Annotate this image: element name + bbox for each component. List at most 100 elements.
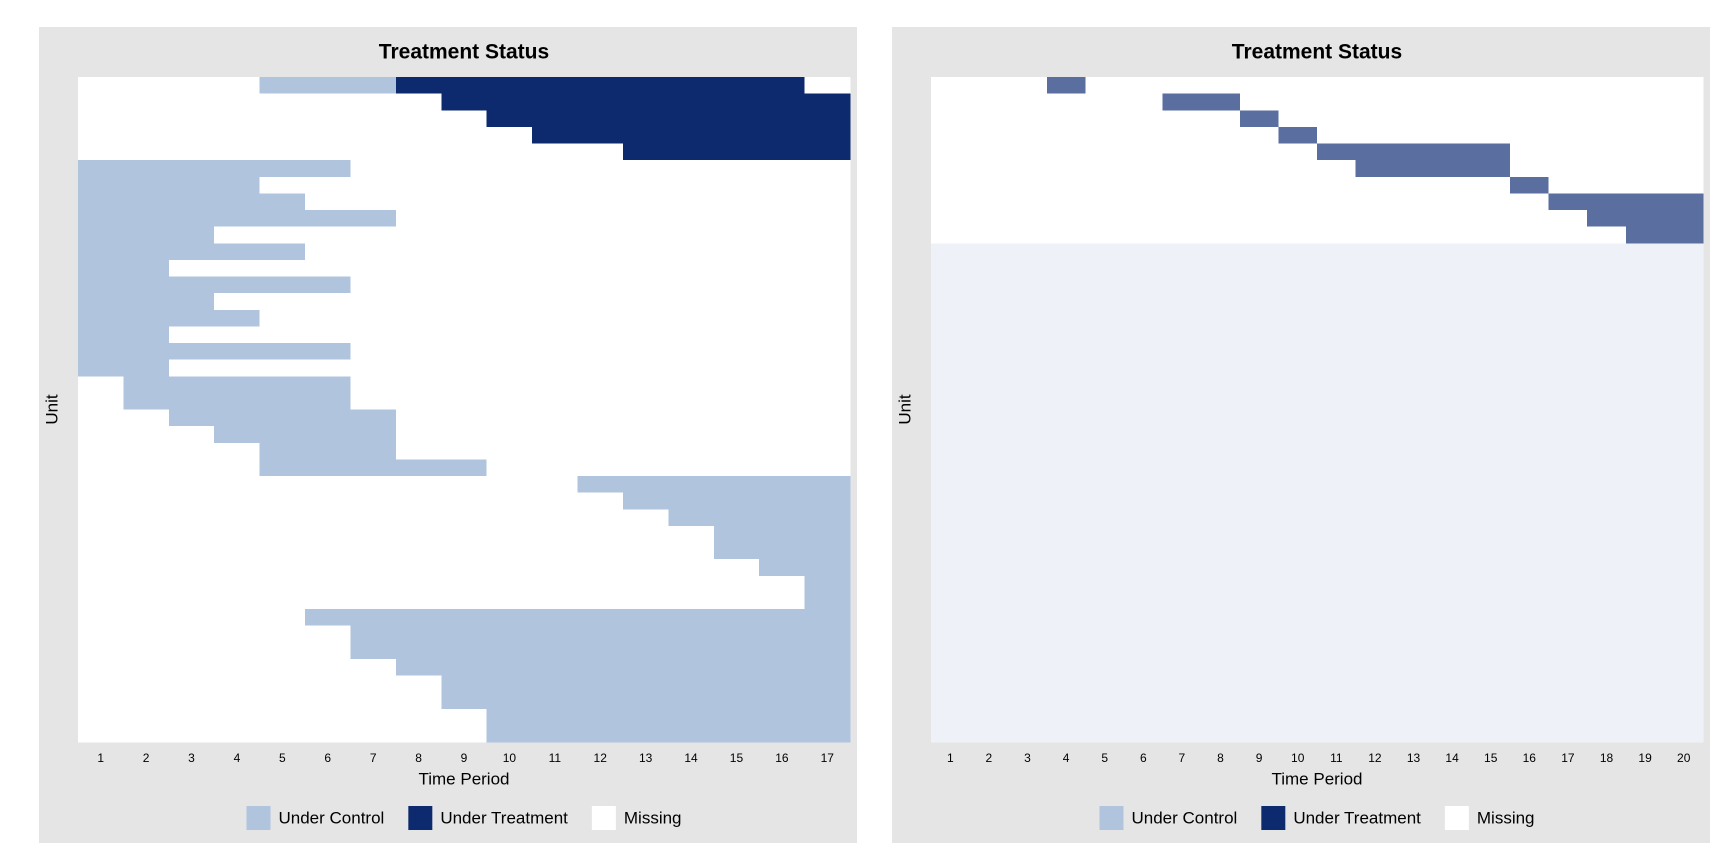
heatmap-cell (532, 525, 579, 543)
heatmap-cell (168, 326, 215, 344)
heatmap-cell (1046, 309, 1086, 327)
heatmap-cell (1046, 243, 1086, 261)
heatmap-cell (1548, 276, 1588, 294)
heatmap-cell (1355, 160, 1395, 178)
heatmap-cell (759, 160, 806, 178)
heatmap-cell (168, 692, 215, 710)
heatmap-cell (1355, 176, 1395, 194)
heatmap-cell (214, 492, 261, 510)
heatmap-cell (1394, 492, 1434, 510)
heatmap-cell (1201, 609, 1241, 627)
heatmap-cell (969, 575, 1009, 593)
heatmap-cell (969, 77, 1009, 95)
heatmap-cell (1394, 160, 1434, 178)
heatmap-cell (1201, 592, 1241, 610)
heatmap-cell (1008, 376, 1048, 394)
heatmap-cell (1432, 708, 1472, 726)
heatmap-cell (1625, 692, 1665, 710)
heatmap-cell (305, 559, 351, 577)
heatmap-cell (577, 442, 624, 460)
heatmap-cell (713, 559, 760, 577)
heatmap-cell (1394, 77, 1434, 95)
x-tick-label: 7 (1179, 751, 1186, 765)
heatmap-cell (1008, 708, 1048, 726)
heatmap-cell (395, 559, 442, 577)
heatmap-cell (1008, 509, 1048, 527)
heatmap-cell (969, 708, 1009, 726)
heatmap-cell (1162, 276, 1202, 294)
heatmap-cell (214, 542, 261, 560)
legend-label: Missing (1477, 808, 1535, 827)
heatmap-cell (214, 476, 261, 494)
heatmap-cell (395, 675, 442, 693)
heatmap-cell (668, 559, 715, 577)
heatmap-cell (804, 658, 851, 676)
heatmap-cell (1085, 708, 1125, 726)
heatmap-cell (214, 93, 261, 111)
heatmap-cell (395, 459, 442, 477)
heatmap-cell (259, 193, 306, 211)
heatmap-cell (1046, 476, 1086, 494)
heatmap-cell (1201, 525, 1241, 543)
heatmap-cell (305, 509, 351, 527)
heatmap-cell (168, 725, 215, 743)
heatmap-cell (78, 93, 124, 111)
heatmap-cell (759, 459, 806, 477)
heatmap-cell (1046, 542, 1086, 560)
heatmap-cell (1510, 77, 1550, 95)
heatmap-cell (1471, 243, 1511, 261)
heatmap-cell (1625, 509, 1665, 527)
heatmap-cell (532, 476, 579, 494)
heatmap-cell (1239, 409, 1279, 427)
heatmap-cell (1008, 309, 1048, 327)
heatmap-cell (259, 343, 306, 361)
heatmap-cell (1471, 658, 1511, 676)
heatmap-cell (577, 176, 624, 194)
heatmap-cell (1394, 476, 1434, 494)
heatmap-cell (1355, 193, 1395, 211)
heatmap-cell (1587, 426, 1627, 444)
heatmap-cell (305, 675, 351, 693)
heatmap-cell (1471, 293, 1511, 311)
heatmap-cell (305, 658, 351, 676)
heatmap-cell (1510, 559, 1550, 577)
heatmap-cell (1471, 160, 1511, 178)
heatmap-cell (441, 609, 488, 627)
heatmap-cell (395, 442, 442, 460)
heatmap-cell (1664, 309, 1704, 327)
heatmap-cell (1587, 609, 1627, 627)
x-tick-label: 2 (143, 751, 150, 765)
heatmap-cell (1355, 625, 1395, 643)
heatmap-cell (759, 492, 806, 510)
heatmap-cell (123, 210, 170, 228)
heatmap-cell (1432, 392, 1472, 410)
heatmap-cell (1471, 642, 1511, 660)
heatmap-cell (713, 542, 760, 560)
heatmap-cell (1587, 93, 1627, 111)
heatmap-cell (1046, 276, 1086, 294)
heatmap-cell (804, 442, 851, 460)
heatmap-cell (1471, 509, 1511, 527)
heatmap-cell (1510, 243, 1550, 261)
heatmap-cell (1625, 210, 1665, 228)
heatmap-cell (1625, 459, 1665, 477)
heatmap-cell (713, 110, 760, 128)
heatmap-cell (1548, 343, 1588, 361)
heatmap-cell (1548, 160, 1588, 178)
heatmap-cell (713, 126, 760, 144)
heatmap-cell (1124, 243, 1164, 261)
heatmap-cell (668, 309, 715, 327)
heatmap-cell (1471, 110, 1511, 128)
heatmap-cell (1201, 343, 1241, 361)
heatmap-cell (441, 359, 488, 377)
heatmap-cell (305, 160, 351, 178)
heatmap-cell (969, 542, 1009, 560)
heatmap-cell (1471, 193, 1511, 211)
heatmap-cell (622, 126, 669, 144)
heatmap-cell (713, 143, 760, 161)
heatmap-cell (1085, 359, 1125, 377)
heatmap-cell (1201, 309, 1241, 327)
heatmap-cell (441, 293, 488, 311)
heatmap-cell (123, 326, 170, 344)
heatmap-cell (931, 392, 971, 410)
